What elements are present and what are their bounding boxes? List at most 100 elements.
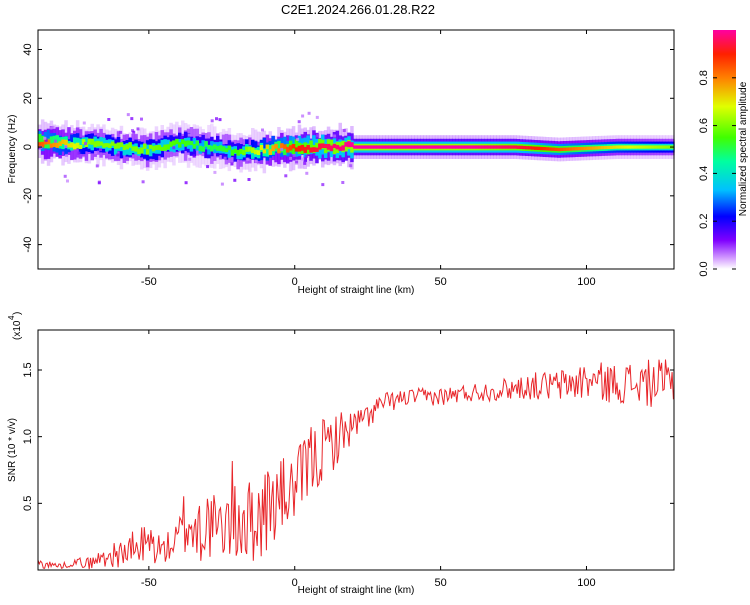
spectrogram-cell [75,137,80,148]
spectrogram-cell [131,129,134,133]
spectrogram-cell [178,142,182,148]
spectrogram-cell [44,138,48,142]
spectrogram-cell [321,183,325,187]
spectrogram-cell [271,145,275,152]
spectrogram-cell [132,130,136,134]
spectrogram-cell [586,146,590,150]
spectrogram-cell [137,148,141,155]
spectrogram-cell [639,145,643,149]
spectrogram-cell [292,153,296,157]
spectrogram-cell [370,145,375,149]
spectrogram-cell [353,145,357,149]
spectrogram-cell [411,145,415,149]
spectrogram-cell [160,139,164,149]
spectrogram-cell [326,143,331,150]
spectrogram-cell [592,146,596,150]
spectrogram-cell [295,160,299,164]
spectrogram-cell [93,141,97,148]
spectrogram-cell [531,146,535,150]
spectrogram-x-tick-label: 50 [434,276,446,288]
spectrogram-cell [195,140,199,146]
colorbar: 0.0 0.2 0.4 0.6 0.8 Normalized spectral ampl… [698,30,749,277]
colorbar-label: Normalized spectral amplitude [738,81,749,216]
spectrogram-cell [246,157,250,161]
spectrogram-cell [604,145,608,150]
spectrogram-y-tick-label: 20 [22,92,34,104]
spectrogram-cell [294,147,299,152]
spectrogram-cell [513,145,517,149]
spectrogram-cell [145,144,150,154]
spectrogram-cell [595,146,599,150]
spectrogram-cell [341,145,345,151]
spectrogram-cell [210,145,214,152]
colorbar-tick-label: 0.6 [698,118,710,133]
spectrogram-cell [277,140,281,151]
spectrogram-cell [131,146,135,151]
spectrogram-cell [303,146,307,153]
spectrogram-cell [449,145,453,149]
spectrogram-y-tick-label: 40 [22,43,34,55]
spectrogram-y-tick-label: -20 [22,188,34,204]
spectrogram-cell [206,165,210,169]
spectrogram-cell [516,145,520,149]
spectrogram-cell [65,153,69,157]
spectrogram-cell [402,145,407,149]
spectrogram-cell [265,144,270,157]
spectrogram-cell [350,142,354,148]
colorbar-tick-label: 0.2 [698,214,710,229]
spectrogram-cell [496,145,500,149]
spectrogram-cell [40,136,45,146]
spectrogram-cell [233,148,237,154]
spectrogram-cell [466,145,471,149]
spectrogram-cell [251,147,255,153]
spectrogram-cell [183,140,188,147]
spectrogram-cell [90,138,94,145]
spectrogram-cell [504,145,509,149]
spectrogram-cell [192,138,197,147]
snr-scale-factor: (x10 4 ) [7,312,23,340]
spectrogram-cell [247,178,251,181]
snr-x-tick-label: 50 [434,577,446,589]
spectrogram-cell [373,145,377,149]
spectrogram-cell [227,145,232,151]
spectrogram-cell [367,145,372,149]
spectrogram-cell [349,164,353,168]
spectrogram-cell [84,142,87,145]
spectrogram-cell [64,139,68,146]
colorbar-tick-label: 0.4 [698,166,710,181]
spectrogram-cell [184,181,188,185]
spectrogram-cell [545,147,550,151]
spectrogram-cell [201,146,205,152]
snr-series-line [37,359,674,570]
spectrogram-cell [151,145,156,152]
spectrogram-cell [364,145,369,149]
spectrogram-cell [577,147,582,151]
spectrogram-cell [175,138,179,145]
spectrogram-cell [38,142,42,148]
spectrogram-cell [49,126,53,130]
spectrogram-cell [84,137,89,147]
spectrogram-cell [589,146,593,150]
snr-scale-exponent: 4 [7,315,16,320]
spectrogram-cell [534,146,538,150]
spectrogram-cell [307,111,311,115]
spectrogram-cell [207,145,211,155]
spectrogram-cell [417,145,421,149]
spectrogram-cell [341,181,345,184]
spectrogram-cell [329,139,334,151]
spectrogram-cell [169,141,173,147]
spectrogram-cell [78,145,83,149]
spectrogram-cell [283,145,287,156]
spectrogram-cell [305,154,309,158]
spectrogram-cell [376,145,380,149]
spectrogram-cell [315,147,319,152]
spectrogram-cell [420,145,424,149]
spectrogram-cell [95,164,99,168]
snr-x-ticks: -50 0 50 100 [141,330,596,589]
spectrogram-cell [186,140,191,146]
spectrogram-cell [323,144,328,154]
spectrogram-cell [624,145,628,149]
spectrogram-cell [338,146,342,151]
spectrogram-cell [218,145,223,151]
spectrogram-cell [335,145,340,150]
